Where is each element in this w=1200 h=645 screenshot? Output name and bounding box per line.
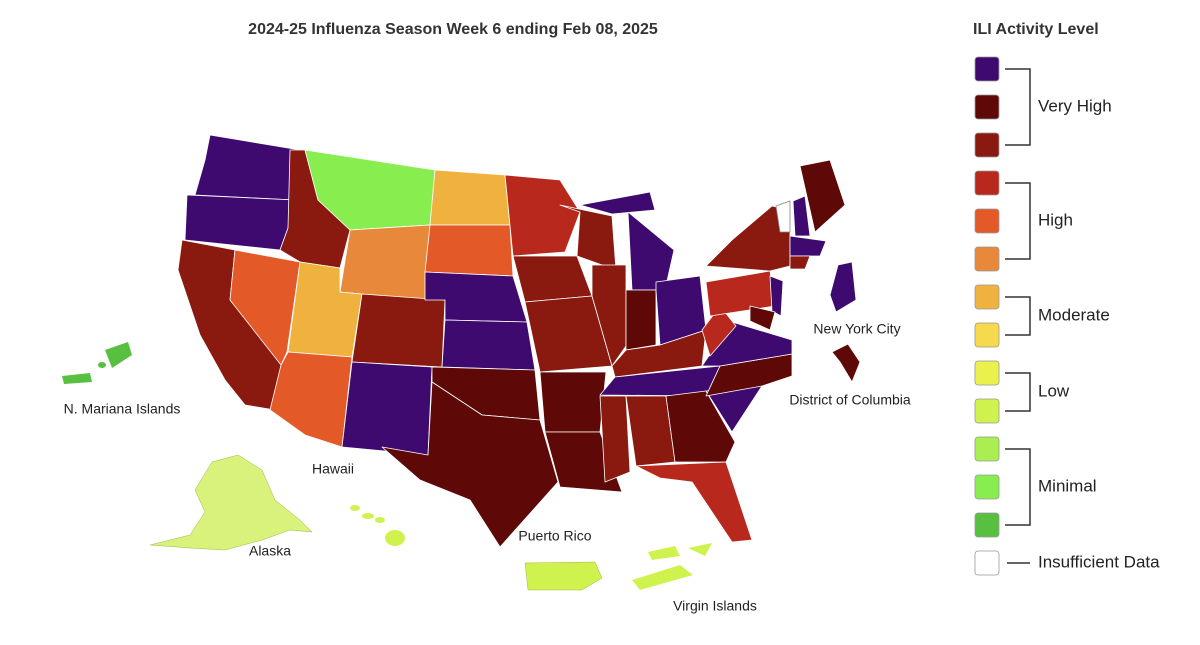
legend-swatch (974, 170, 1000, 196)
map-label: District of Columbia (789, 392, 911, 408)
legend-swatch (974, 474, 1000, 500)
state-ma (789, 235, 827, 257)
state-nm (341, 361, 433, 456)
virgin-islands (632, 543, 712, 590)
island (362, 513, 374, 519)
legend-label: High (1038, 210, 1073, 229)
legend-swatch (974, 360, 1000, 386)
puerto-rico (524, 561, 603, 591)
legend-label: Low (1038, 381, 1070, 400)
state-wi (559, 204, 617, 271)
state-or (184, 194, 296, 251)
legend-bracket (1005, 68, 1031, 146)
island (688, 543, 712, 556)
state-nj (769, 275, 784, 317)
island (385, 530, 405, 546)
state-ia (512, 255, 593, 303)
state-mi-up (579, 191, 656, 215)
map-label: Virgin Islands (673, 598, 757, 614)
island (350, 505, 360, 511)
legend: ILI Activity Level Very High High Moderate L… (973, 21, 1160, 576)
legend-swatch (974, 208, 1000, 234)
legend-swatch (974, 322, 1000, 348)
state-ms (599, 395, 631, 483)
legend-bracket (1005, 182, 1031, 260)
alaska (149, 454, 313, 551)
n-mariana-islands (62, 342, 132, 384)
map-label: N. Mariana Islands (64, 401, 181, 417)
state-co (351, 293, 446, 368)
state-vt (775, 200, 791, 233)
map-label: Puerto Rico (518, 528, 591, 544)
dc-inset (831, 343, 861, 383)
legend-swatch (974, 94, 1000, 120)
island (62, 373, 92, 384)
island (375, 517, 385, 523)
legend-swatch (974, 512, 1000, 538)
legend-bracket (1005, 296, 1031, 336)
us-map (62, 134, 861, 591)
state-ct (789, 255, 811, 270)
state-in (625, 289, 657, 351)
legend-title: ILI Activity Level (973, 21, 1099, 38)
legend-swatch (974, 246, 1000, 272)
state-ar (539, 371, 607, 433)
state-nd (429, 169, 511, 226)
map-title: 2024-25 Influenza Season Week 6 ending F… (248, 21, 658, 38)
legend-swatch (974, 56, 1000, 82)
state-nh (792, 195, 811, 237)
state-md (749, 305, 776, 331)
legend-label: Insufficient Data (1038, 552, 1160, 571)
hawaii (350, 505, 405, 546)
legend-swatch (974, 550, 1000, 576)
state-wy (339, 224, 431, 301)
map-labels: N. Mariana Islands Hawaii Alaska Puerto Ric… (64, 321, 911, 614)
state-fl (635, 461, 753, 543)
island (105, 342, 132, 368)
legend-label: Minimal (1038, 476, 1097, 495)
island (98, 362, 106, 368)
state-me (799, 159, 846, 233)
legend-swatch (974, 132, 1000, 158)
state-nc (705, 353, 793, 397)
map-label: New York City (813, 321, 900, 337)
legend-bracket (1005, 448, 1031, 526)
legend-label: Very High (1038, 96, 1112, 115)
state-mn (504, 174, 581, 257)
nyc-inset (829, 261, 857, 313)
state-sd (424, 224, 514, 277)
legend-bracket (1005, 372, 1031, 412)
state-ks (441, 319, 536, 371)
island (648, 546, 680, 560)
legend-swatch (974, 436, 1000, 462)
island (632, 565, 693, 590)
legend-swatch (974, 398, 1000, 424)
state-mi (627, 211, 675, 291)
legend-swatch (974, 284, 1000, 310)
map-label: Alaska (249, 543, 291, 559)
state-az (269, 351, 353, 448)
state-il (591, 264, 627, 367)
map-label: Hawaii (312, 461, 354, 477)
legend-label: Moderate (1038, 305, 1110, 324)
state-tx (381, 381, 559, 548)
state-nv (229, 249, 301, 366)
state-wa (194, 134, 301, 201)
state-ga (665, 390, 736, 463)
